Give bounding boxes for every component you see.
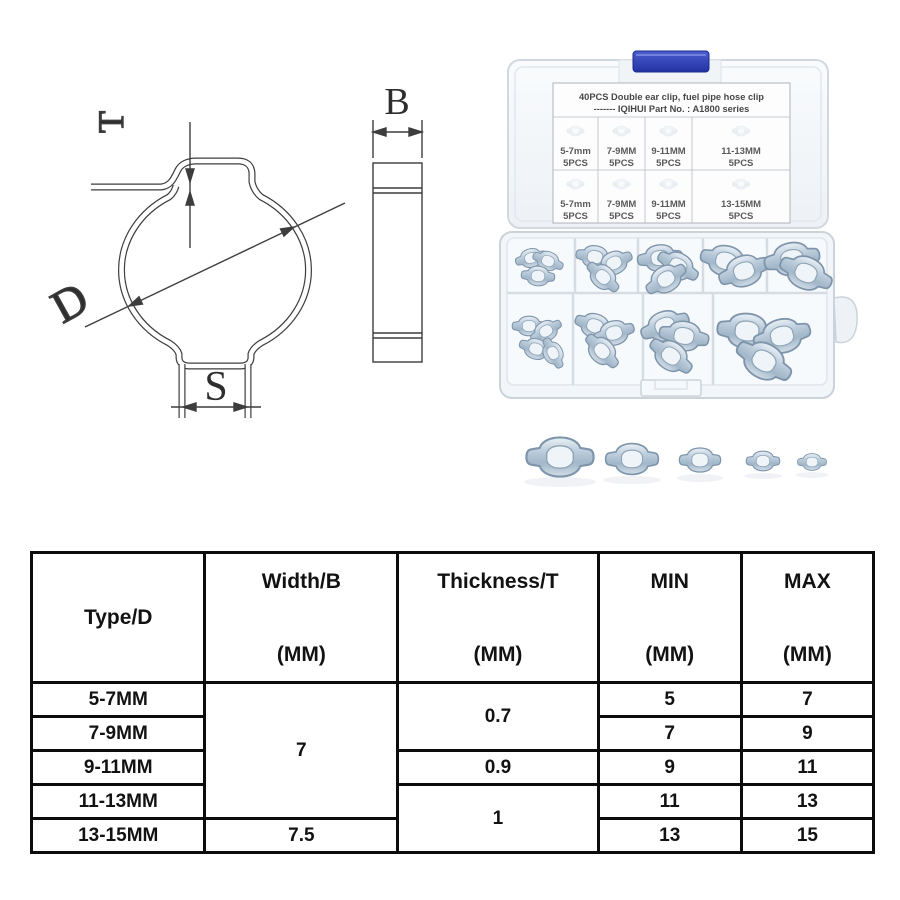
technical-drawing: D T S B [42, 81, 423, 418]
label-cell-size: 9-11MM [651, 146, 685, 157]
label-cell-qty: 5PCS [609, 158, 634, 169]
clip-size-2 [604, 442, 660, 476]
header-min-unit: (MM) [645, 643, 695, 666]
label-title-line1: 40PCS Double ear clip, fuel pipe hose cl… [579, 92, 764, 102]
header-min-label: MIN [650, 570, 689, 593]
clip-shadow [524, 477, 596, 487]
header-max-unit: (MM) [782, 643, 832, 666]
clip-size-row [524, 436, 828, 487]
box-label: 40PCS Double ear clip, fuel pipe hose cl… [552, 82, 791, 224]
latch-bar [632, 50, 710, 73]
cell-min: 5 [596, 681, 743, 718]
cell-min: 7 [596, 715, 743, 752]
header-width: Width/B (MM) [203, 551, 400, 684]
b-label: B [384, 81, 409, 123]
clip-size-5 [797, 453, 827, 471]
clip-shadow [603, 476, 661, 484]
label-cell-size: 9-11MM [651, 199, 685, 210]
header-max: MAX (MM) [739, 551, 876, 684]
label-cell-qty: 5PCS [609, 211, 634, 222]
label-cell-size: 13-15MM [721, 199, 761, 210]
label-cell-qty: 5PCS [563, 158, 588, 169]
header-type-label: Type/D [83, 605, 153, 629]
t-label: T [91, 111, 131, 133]
cell-max: 11 [739, 749, 876, 786]
table-row: 13-15MM 7.5 13 15 [29, 817, 876, 854]
cell-type: 13-15MM [29, 817, 207, 854]
header-row: Type/D Width/B (MM) Thickness/T (MM) [29, 551, 876, 684]
label-grid-lines [553, 116, 790, 223]
clip-size-4 [745, 450, 781, 472]
label-cell-size: 5-7mm [560, 146, 591, 157]
dimension-T: T [90, 110, 195, 248]
cell-thickness: 0.7 [396, 681, 600, 752]
clip-size-1 [525, 436, 595, 478]
cell-max: 9 [739, 715, 876, 752]
table-row: 5-7MM 7 0.7 5 7 [29, 681, 876, 820]
label-title-line2: ------- IQIHUI Part No. : A1800 series [594, 104, 750, 114]
side-view-body [372, 162, 423, 363]
header-thickness: Thickness/T (MM) [396, 551, 600, 684]
label-cell-qty: 5PCS [563, 211, 588, 222]
cell-min: 13 [596, 817, 743, 854]
t-arrow-down [185, 168, 195, 183]
dimension-D: D [42, 202, 346, 334]
label-cell-size: 7-9MM [607, 199, 637, 210]
clip-size-3 [678, 447, 722, 473]
product-photo: 40PCS Double ear clip, fuel pipe hose cl… [499, 50, 858, 487]
clip-front-view [91, 157, 312, 418]
clip-shadow [744, 473, 782, 479]
dimension-S: S [171, 364, 261, 412]
cell-width: 7.5 [203, 817, 400, 854]
spec-table: Type/D Width/B (MM) Thickness/T (MM) [29, 551, 876, 854]
s-label: S [204, 364, 227, 410]
clip-shadow [677, 474, 723, 482]
table-row: 11-13MM 1 11 13 [29, 783, 876, 854]
cell-max: 7 [739, 681, 876, 718]
label-paper [552, 82, 791, 224]
label-cell-qty: 5PCS [729, 211, 754, 222]
tray-front-clasp-inner [654, 379, 688, 390]
b-arrow-right [408, 127, 423, 137]
t-arrow-up [185, 191, 195, 206]
cell-max: 13 [739, 783, 876, 820]
label-cell-size: 11-13MM [721, 146, 761, 157]
cell-min: 11 [596, 783, 743, 820]
tray-front-clasp [640, 379, 702, 397]
label-cell-qty: 5PCS [729, 158, 754, 169]
clip-shadow [796, 472, 828, 478]
table-row: 9-11MM 0.9 9 11 [29, 749, 876, 786]
cell-width: 7 [203, 681, 400, 820]
d-label: D [43, 272, 97, 333]
label-cell-qty: 5PCS [656, 158, 681, 169]
tray-side-flap [833, 296, 858, 344]
header-min: MIN (MM) [596, 551, 743, 684]
header-width-unit: (MM) [276, 643, 326, 666]
cell-max: 15 [739, 817, 876, 854]
cell-type: 7-9MM [29, 715, 207, 752]
header-max-label: MAX [784, 570, 831, 593]
header-thickness-label: Thickness/T [437, 570, 559, 593]
header-thickness-unit: (MM) [473, 643, 523, 666]
b-arrow-left [372, 127, 387, 137]
label-cell-texts: 5-7mm 5PCS 7-9MM 5PCS 9-11MM 5PCS 11-13M… [560, 146, 761, 222]
label-cell-size: 5-7mm [560, 199, 591, 210]
clip-side-view: B [372, 81, 423, 363]
cell-min: 9 [596, 749, 743, 786]
label-cell-qty: 5PCS [656, 211, 681, 222]
cell-type: 5-7MM [29, 681, 207, 718]
cell-type: 9-11MM [29, 749, 207, 786]
label-cell-size: 7-9MM [607, 146, 637, 157]
cell-type: 11-13MM [29, 783, 207, 820]
header-type: Type/D [29, 551, 207, 684]
clip-band-inner [91, 158, 311, 369]
header-width-label: Width/B [261, 570, 341, 593]
table-row: 7-9MM 7 9 [29, 715, 876, 752]
cell-thickness: 0.9 [396, 749, 600, 786]
cell-thickness: 1 [396, 783, 600, 854]
